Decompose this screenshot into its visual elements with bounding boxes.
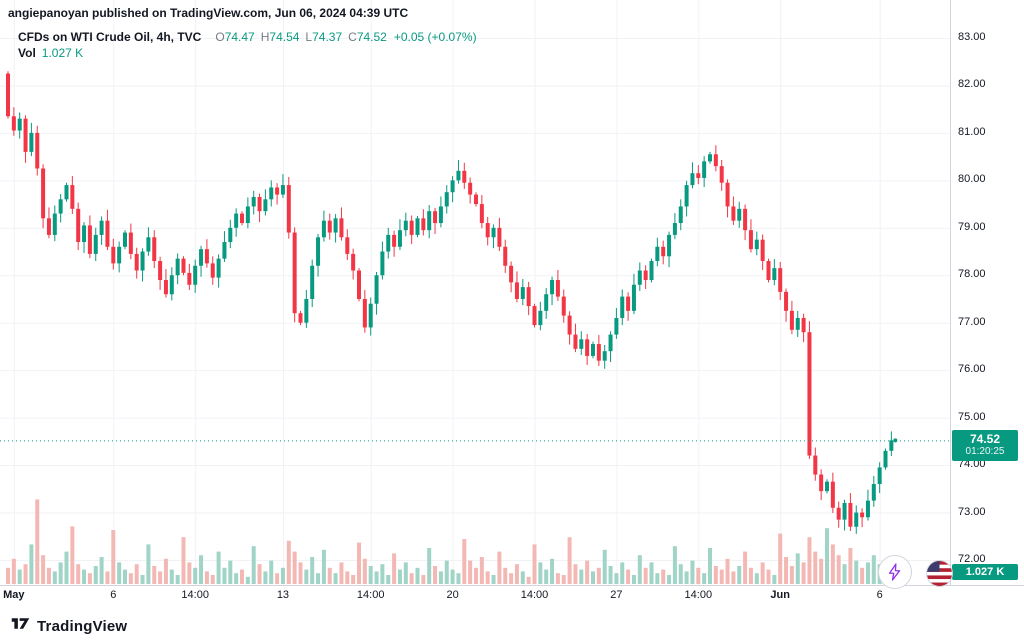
candlestick-series — [6, 71, 894, 534]
price-tick-label: 78.00 — [958, 268, 986, 281]
time-tick-label: 14:00 — [520, 589, 549, 601]
price-tick-label: 80.00 — [958, 173, 986, 186]
symbol-legend: CFDs on WTI Crude Oil, 4h, TVC O74.47 H74.… — [18, 29, 477, 61]
last-price-badge: 74.52 01:20:25 — [952, 430, 1018, 462]
flag-button[interactable] — [926, 560, 953, 587]
high-value: 74.54 — [269, 30, 300, 44]
current-price-line — [0, 438, 950, 443]
lightning-icon — [888, 563, 901, 581]
low-label: L — [305, 30, 313, 44]
price-tick-label: 83.00 — [958, 31, 986, 43]
publish-attribution: angiepanoyan published on TradingView.co… — [8, 6, 409, 20]
price-tick-label: 77.00 — [958, 315, 986, 328]
time-tick-label: 13 — [276, 589, 290, 601]
open-label: O — [215, 30, 225, 44]
time-axis[interactable]: May 6 14:00 13 14:00 20 14:00 27 14:00 Jun 6 — [0, 586, 950, 608]
us-flag-icon — [927, 561, 952, 586]
tradingview-brand[interactable]: TradingView — [37, 617, 128, 635]
price-tick-label: 74.00 — [958, 458, 986, 471]
price-tick-label: 76.00 — [958, 363, 986, 376]
open-value: 74.47 — [224, 30, 255, 44]
price-tick-label: 73.00 — [958, 505, 986, 518]
low-value: 74.37 — [312, 30, 343, 44]
legend-volume-row: Vol 1.027 K — [18, 45, 477, 61]
price-tick-label: 82.00 — [958, 78, 986, 91]
volume-badge: 1.027 K — [952, 564, 1018, 580]
footer-brand-bar: TradingView — [10, 613, 127, 639]
time-axis-border — [0, 585, 1024, 586]
legend-main-row: CFDs on WTI Crude Oil, 4h, TVC O74.47 H74.… — [18, 29, 477, 45]
grid-lines — [0, 0, 950, 585]
price-tick-label: 81.00 — [958, 125, 986, 138]
boost-button[interactable] — [878, 555, 912, 589]
time-tick-label: May — [3, 589, 25, 601]
time-tick-label: Jun — [770, 589, 790, 601]
time-tick-label: 20 — [446, 589, 459, 601]
volume-label: Vol — [18, 46, 36, 60]
tradingview-logo-icon[interactable] — [10, 613, 31, 639]
price-tick-label: 79.00 — [958, 220, 986, 233]
price-axis[interactable]: 74.52 01:20:25 1.027 K 83.00 82.00 81.00 80… — [950, 0, 1024, 585]
volume-value: 1.027 K — [41, 46, 84, 60]
symbol-title[interactable]: CFDs on WTI Crude Oil, 4h, TVC — [18, 30, 202, 44]
price-tick-label: 75.00 — [958, 410, 986, 423]
time-tick-label: 14:00 — [181, 589, 209, 601]
time-tick-label: 14:00 — [684, 589, 713, 601]
time-tick-label: 6 — [876, 589, 883, 601]
last-price-value: 74.52 — [969, 432, 1001, 447]
close-value: 74.52 — [356, 30, 387, 44]
change-value: +0.05 (+0.07%) — [393, 30, 477, 44]
volume-series — [6, 499, 894, 584]
time-tick-label: 6 — [110, 589, 117, 601]
close-label: C — [348, 30, 357, 44]
price-tick-label: 72.00 — [958, 552, 986, 565]
time-tick-label: 14:00 — [356, 589, 385, 601]
bar-countdown: 01:20:25 — [965, 446, 1005, 458]
time-tick-label: 27 — [610, 589, 623, 601]
high-label: H — [260, 30, 270, 44]
